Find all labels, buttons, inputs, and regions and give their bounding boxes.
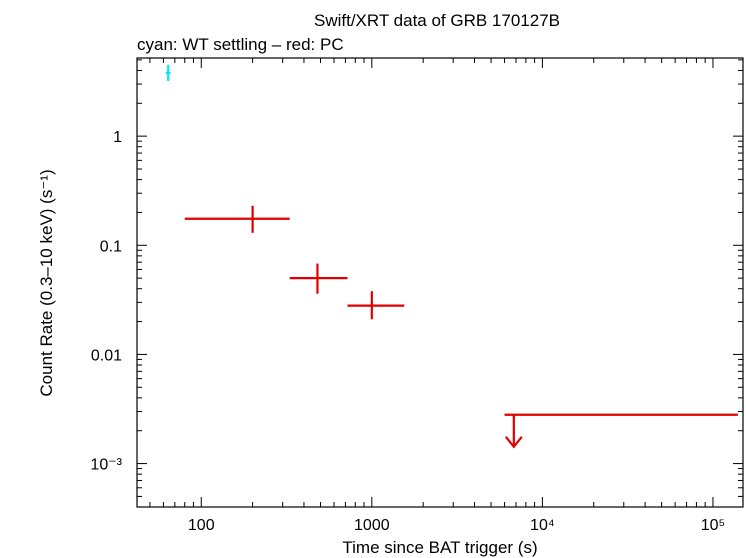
y-tick-label: 0.01 (91, 347, 122, 364)
y-tick-label: 1 (113, 129, 122, 146)
axis-ticks (137, 58, 743, 508)
x-tick-label: 10⁵ (701, 517, 725, 534)
x-tick-label: 1000 (354, 517, 390, 534)
plot-frame (136, 57, 744, 508)
x-tick-label: 10⁴ (530, 517, 555, 534)
chart-subtitle: cyan: WT settling – red: PC (137, 35, 344, 54)
x-tick-label: 100 (188, 517, 215, 534)
chart-title: Swift/XRT data of GRB 170127B (314, 11, 560, 30)
y-tick-label: 0.1 (100, 238, 122, 255)
y-tick-label: 10⁻³ (90, 457, 122, 474)
x-tick-labels: 100 1000 10⁴ 10⁵ (188, 517, 725, 534)
data-layer (165, 64, 738, 449)
y-axis-label: Count Rate (0.3–10 keV) (s⁻¹) (37, 169, 56, 396)
y-tick-labels: 10⁻³ 0.01 0.1 1 (90, 129, 122, 473)
upper-limit-arrow-head (504, 436, 523, 449)
x-axis-label: Time since BAT trigger (s) (342, 538, 537, 557)
